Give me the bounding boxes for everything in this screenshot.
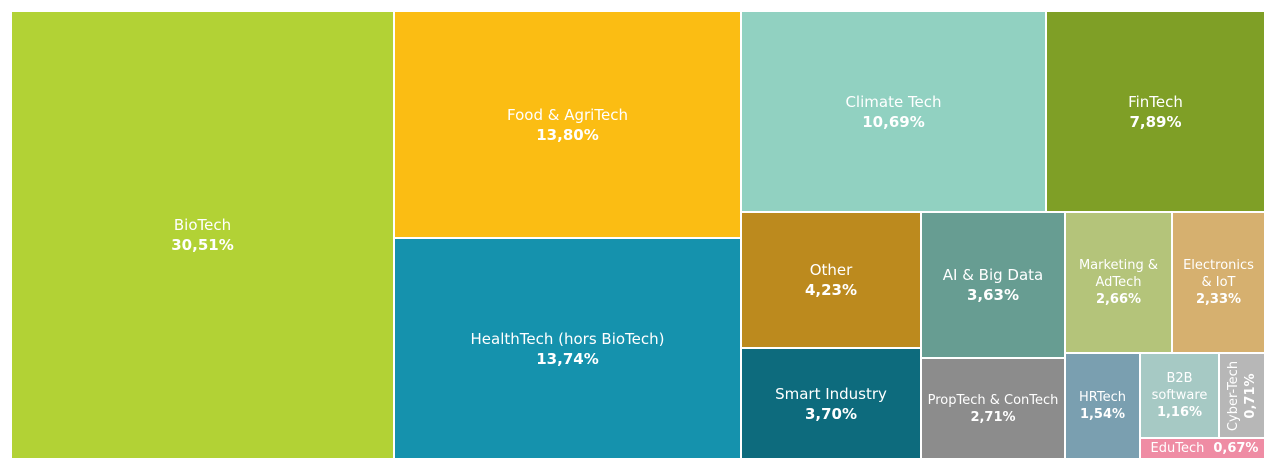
- value-label: 4,23%: [804, 281, 858, 299]
- tile-name: FinTech: [1128, 92, 1183, 111]
- tile-name: HealthTech (hors BioTech): [470, 329, 665, 348]
- tile: BioTech 30,51%: [12, 12, 393, 458]
- tile-name: B2B software: [1151, 371, 1208, 403]
- value-label: 10,69%: [862, 112, 925, 131]
- value-label: 1,16%: [1156, 405, 1203, 420]
- tile: Food & AgriTech 13,80%: [395, 12, 740, 237]
- tile-name: Smart Industry: [775, 384, 887, 403]
- tile-name: HRTech: [1079, 390, 1126, 405]
- tile-name: EduTech: [1150, 441, 1205, 456]
- value-label: 3,70%: [804, 404, 858, 423]
- tile-name: PropTech & ConTech: [927, 392, 1059, 408]
- value-label: 7,89%: [1129, 112, 1182, 131]
- tile: Other 4,23%: [742, 213, 920, 347]
- tile: FinTech 7,89%: [1047, 12, 1264, 211]
- tile-name: Electronics & IoT: [1183, 258, 1254, 290]
- tile-name: AI & Big Data: [942, 266, 1044, 284]
- tile: Smart Industry 3,70%: [742, 349, 920, 458]
- value-label: 30,51%: [171, 236, 234, 254]
- tile: HealthTech (hors BioTech) 13,74%: [395, 239, 740, 458]
- tile-name: Marketing & AdTech: [1078, 258, 1159, 290]
- value-label: 0,67%: [1213, 441, 1259, 456]
- label-wrap: Cyber-Tech 0,71%: [1225, 356, 1259, 434]
- tile: B2B software 1,16%: [1141, 354, 1218, 437]
- tile: AI & Big Data 3,63%: [922, 213, 1064, 357]
- value-label: 13,80%: [536, 125, 599, 144]
- tile-name: Climate Tech: [845, 92, 942, 111]
- value-label: 3,63%: [966, 286, 1020, 304]
- value-label: 2,66%: [1095, 292, 1142, 307]
- tile: HRTech 1,54%: [1066, 354, 1139, 458]
- tile: PropTech & ConTech 2,71%: [922, 359, 1064, 458]
- tile-name: Food & AgriTech: [507, 105, 628, 124]
- tile: Marketing & AdTech 2,66%: [1066, 213, 1171, 352]
- tile: Cyber-Tech 0,71%: [1220, 354, 1264, 437]
- tile: EduTech 0,67%: [1141, 439, 1264, 458]
- tile: Climate Tech 10,69%: [742, 12, 1045, 211]
- tile: Electronics & IoT 2,33%: [1173, 213, 1264, 352]
- value-label: 0,71%: [1243, 372, 1258, 419]
- tile-name: Other: [809, 261, 853, 279]
- tile-name: BioTech: [173, 216, 232, 234]
- value-label: 13,74%: [536, 349, 599, 368]
- tile-name: Cyber-Tech: [1226, 360, 1241, 431]
- value-label: 1,54%: [1079, 407, 1126, 422]
- value-label: 2,71%: [970, 409, 1016, 425]
- value-label: 2,33%: [1195, 292, 1242, 307]
